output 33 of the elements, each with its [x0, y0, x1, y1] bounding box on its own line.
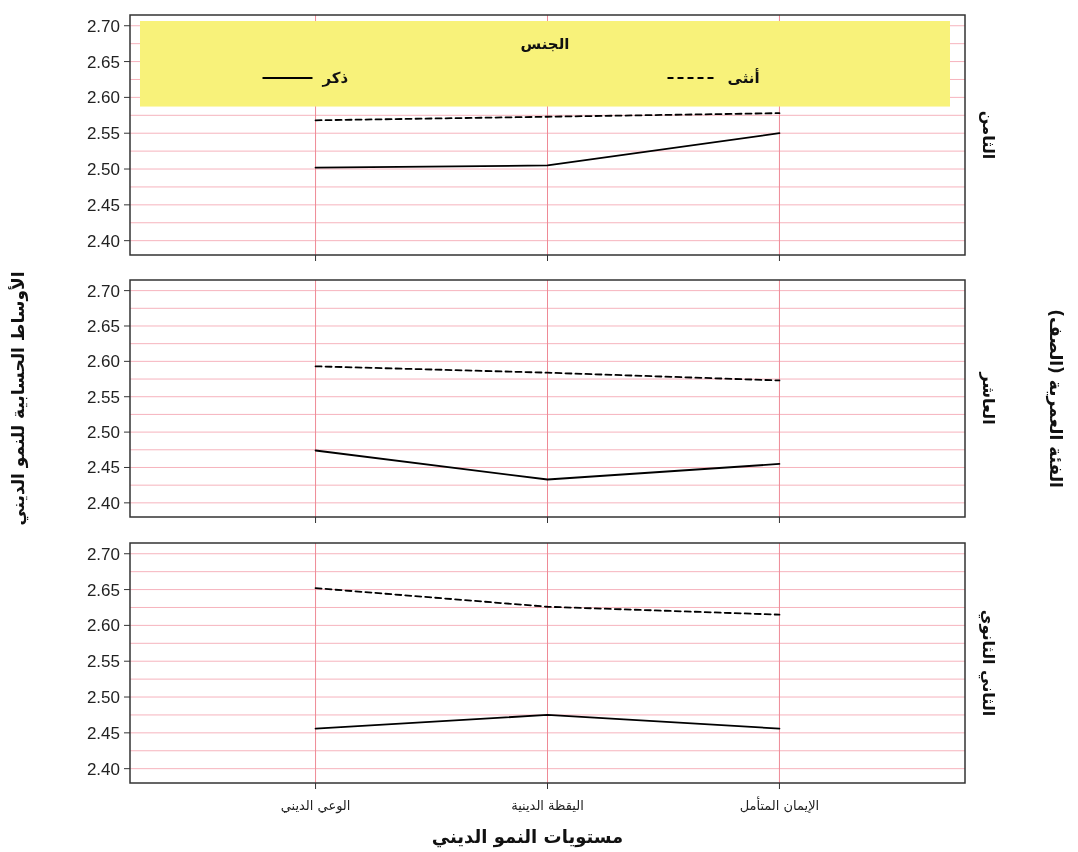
- y-tick-label: 2.50: [86, 423, 120, 443]
- y-tick-label: 2.70: [86, 16, 120, 36]
- y-tick-label: 2.50: [86, 160, 120, 180]
- y-tick-label: 2.55: [86, 124, 120, 144]
- text: الثامن: [979, 110, 998, 160]
- x-axis-title: مستويات النمو الديني: [431, 826, 624, 848]
- text: الفئة العمرية (الصف): [1045, 309, 1066, 488]
- y-tick-label: 2.50: [86, 688, 120, 708]
- y-tick-label: 2.55: [86, 652, 120, 672]
- y-tick-label: 2.60: [86, 88, 120, 108]
- y-tick-label: 2.40: [86, 493, 120, 513]
- y-tick-label: 2.70: [86, 544, 120, 564]
- y-tick-label: 2.40: [86, 759, 120, 779]
- legend-title: الجنس: [520, 35, 570, 53]
- y-tick-label: 2.55: [86, 387, 120, 407]
- text: العاشر: [979, 371, 998, 425]
- y-tick-label: 2.65: [86, 580, 120, 600]
- y-tick-label: 2.60: [86, 616, 120, 636]
- y-axis-title: الأوساط الحسابية للنمو الديني: [8, 271, 29, 526]
- y-tick-label: 2.45: [86, 458, 120, 478]
- y-tick-label: 2.45: [86, 195, 120, 215]
- y-tick-label: 2.40: [86, 231, 120, 251]
- legend-label: ذكر: [321, 69, 349, 87]
- x-tick-label: اليقظة الدينية: [511, 798, 584, 813]
- y-tick-label: 2.65: [86, 316, 120, 336]
- x-tick-label: الإيمان المتأمل: [739, 796, 820, 813]
- y-tick-label: 2.45: [86, 723, 120, 743]
- legend-label: أنثى: [727, 68, 760, 87]
- y-tick-label: 2.65: [86, 52, 120, 72]
- y-tick-label: 2.70: [86, 281, 120, 301]
- y-tick-label: 2.60: [86, 352, 120, 372]
- text: الثاني الثانوي: [978, 609, 998, 717]
- x-tick-label: الوعي الديني: [280, 798, 351, 814]
